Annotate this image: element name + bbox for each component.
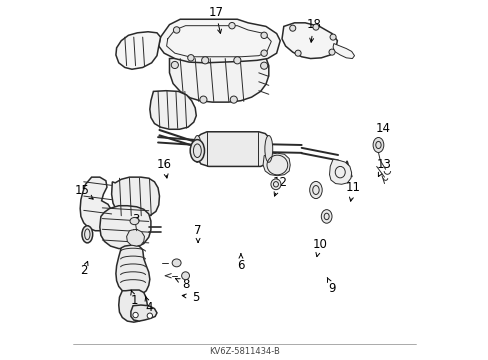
Text: 15: 15 (74, 184, 89, 197)
Ellipse shape (187, 55, 194, 61)
Ellipse shape (321, 210, 331, 223)
Text: 11: 11 (345, 181, 360, 194)
Polygon shape (149, 91, 196, 129)
Polygon shape (332, 44, 354, 59)
Ellipse shape (147, 313, 152, 319)
Ellipse shape (230, 96, 237, 103)
Ellipse shape (190, 140, 204, 162)
Ellipse shape (261, 50, 267, 57)
Polygon shape (111, 177, 159, 217)
Ellipse shape (328, 49, 334, 55)
Text: 9: 9 (328, 282, 335, 294)
Ellipse shape (260, 62, 267, 69)
Text: 16: 16 (156, 158, 171, 171)
Polygon shape (263, 153, 290, 176)
Text: 7: 7 (194, 224, 202, 237)
Text: 6: 6 (237, 259, 244, 272)
Ellipse shape (171, 62, 178, 68)
Text: 18: 18 (305, 18, 321, 31)
Text: 13: 13 (376, 158, 391, 171)
Polygon shape (116, 32, 160, 69)
Polygon shape (100, 206, 151, 249)
Ellipse shape (228, 22, 235, 29)
Ellipse shape (312, 24, 318, 30)
Ellipse shape (270, 179, 281, 190)
Text: 10: 10 (312, 238, 326, 251)
Polygon shape (116, 245, 149, 295)
Text: KV6Z-5811434-B: KV6Z-5811434-B (209, 347, 279, 356)
Polygon shape (329, 159, 351, 184)
Text: 14: 14 (375, 122, 390, 135)
Polygon shape (126, 229, 144, 246)
Text: 1: 1 (131, 294, 138, 307)
Text: 5: 5 (192, 291, 200, 304)
Ellipse shape (172, 259, 181, 267)
Polygon shape (282, 23, 337, 59)
Ellipse shape (200, 96, 206, 103)
Ellipse shape (201, 57, 208, 64)
Polygon shape (80, 177, 113, 231)
Ellipse shape (372, 138, 383, 153)
Polygon shape (119, 290, 147, 322)
Ellipse shape (309, 181, 322, 199)
Ellipse shape (82, 226, 93, 243)
Text: 2: 2 (80, 264, 87, 277)
Polygon shape (159, 19, 280, 63)
Text: 12: 12 (272, 176, 287, 189)
Polygon shape (197, 132, 268, 166)
Text: 17: 17 (208, 6, 223, 19)
Ellipse shape (130, 217, 139, 225)
Ellipse shape (289, 25, 295, 31)
Text: 3: 3 (132, 213, 139, 226)
Text: 8: 8 (183, 278, 190, 291)
Ellipse shape (173, 27, 180, 33)
Ellipse shape (329, 34, 335, 40)
Ellipse shape (233, 57, 241, 64)
Ellipse shape (264, 135, 272, 162)
Text: 4: 4 (145, 301, 153, 314)
Ellipse shape (193, 135, 201, 162)
Polygon shape (131, 305, 157, 321)
Ellipse shape (261, 32, 267, 39)
Ellipse shape (133, 312, 138, 318)
Ellipse shape (294, 50, 301, 56)
Ellipse shape (181, 272, 189, 280)
Polygon shape (169, 55, 268, 102)
